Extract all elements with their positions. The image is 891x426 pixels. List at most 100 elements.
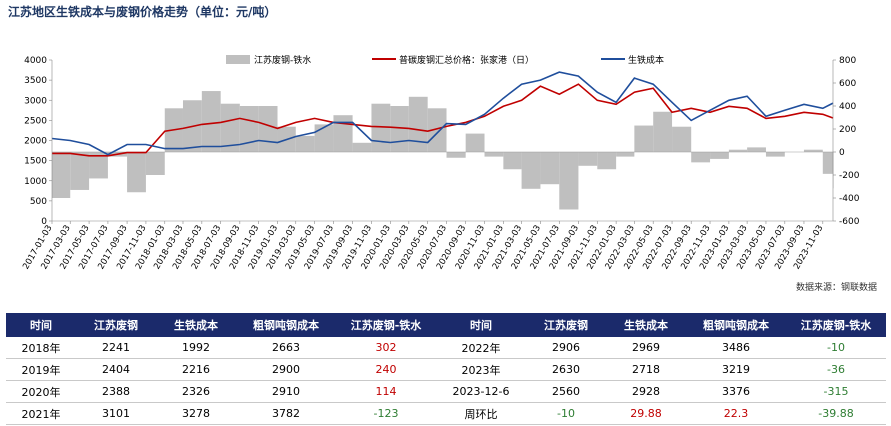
legend-swatch-spread: [226, 55, 250, 64]
table-cell: 2020年: [6, 380, 76, 403]
table-cell: -123: [336, 402, 436, 425]
table-cell: 29.88: [606, 402, 686, 425]
legend-label-spread: 江苏废钢-铁水: [254, 54, 311, 66]
table-cell: 2663: [236, 337, 336, 359]
spread-bar: [765, 152, 785, 157]
table-cell: 3376: [686, 380, 786, 403]
spread-bar: [710, 152, 729, 159]
line-series: [51, 71, 834, 157]
table-cell: 2022年: [436, 337, 526, 359]
table-cell: 3486: [686, 337, 786, 359]
spread-bar: [127, 152, 146, 193]
y-right-tick-label: 600: [839, 79, 856, 89]
y-right-tick-label: -200: [839, 171, 860, 181]
spread-bar: [465, 133, 485, 152]
table-header-cell: 江苏废钢: [526, 313, 606, 337]
spread-bar: [634, 125, 654, 152]
table-header-cell: 时间: [436, 313, 526, 337]
table-cell: 周环比: [436, 402, 526, 425]
legend-label-pig-iron: 生铁成本: [628, 54, 664, 66]
table-cell: 3782: [236, 402, 336, 425]
table-cell: -39.88: [786, 402, 886, 425]
spread-bar: [521, 152, 541, 189]
table-cell: 2900: [236, 358, 336, 381]
page-title: 江苏地区生铁成本与废钢价格走势（单位：元/吨）: [8, 5, 277, 19]
spread-bar: [314, 124, 334, 152]
spread-bar: [822, 152, 833, 174]
table-cell: 2630: [526, 358, 606, 381]
spread-bar: [333, 115, 353, 152]
table-cell: 240: [336, 358, 436, 381]
table-row: 2019年 2404 2216 2900 240 2023年 2630 2718 3219 -36: [6, 358, 886, 381]
table-cell: 2560: [526, 380, 606, 403]
spread-bar: [616, 152, 635, 157]
scrap-price-line: [52, 83, 834, 157]
table-cell: 3101: [76, 402, 156, 425]
table-cell: 2326: [156, 380, 236, 403]
y-left-tick-label: 500: [30, 197, 47, 207]
spread-bar: [747, 147, 766, 152]
table-header-cell: 江苏废钢: [76, 313, 156, 337]
table-header-cell: 江苏废钢-铁水: [786, 313, 886, 337]
legend: 江苏废钢-铁水 普碳废钢汇总价格：张家港（日） 生铁成本: [226, 54, 664, 66]
y-left-tick-label: 1000: [24, 177, 47, 187]
table-cell: 2906: [526, 337, 606, 359]
table-header-cell: 生铁成本: [156, 313, 236, 337]
y-right-tick-label: -600: [839, 217, 860, 227]
spread-bar: [70, 152, 90, 190]
y-right-tick-label: 200: [839, 125, 856, 135]
legend-label-scrap: 普碳废钢汇总价格：张家港（日）: [399, 54, 534, 66]
table-cell: 2019年: [6, 358, 76, 381]
spread-bar: [408, 96, 428, 152]
spread-bar: [578, 152, 598, 166]
spread-bar: [559, 152, 579, 210]
table-header-cell: 粗钢吨钢成本: [686, 313, 786, 337]
table-cell: 22.3: [686, 402, 786, 425]
table-header-row: 时间 江苏废钢 生铁成本 粗钢吨钢成本 江苏废钢-铁水 时间 江苏废钢 生铁成本 粗钢吨钢成本江…: [6, 313, 886, 337]
spread-bar: [728, 149, 748, 152]
table-cell: 2388: [76, 380, 156, 403]
table-header-cell: 生铁成本: [606, 313, 686, 337]
table-cell: 3219: [686, 358, 786, 381]
y-right-tick-label: 0: [839, 148, 845, 158]
y-right-tick-label: 400: [839, 102, 856, 112]
table-cell: 2023-12-6: [436, 380, 526, 403]
spread-bar: [597, 152, 617, 170]
spread-bar: [672, 126, 692, 152]
spread-bar: [239, 106, 259, 152]
table-cell: -36: [786, 358, 886, 381]
summary-table: 时间 江苏废钢 生铁成本 粗钢吨钢成本 江苏废钢-铁水 时间 江苏废钢 生铁成本 粗钢吨钢成本江…: [6, 313, 886, 425]
spread-bar: [691, 152, 711, 163]
spread-bar: [484, 152, 504, 157]
spread-bar: [803, 149, 823, 152]
table-cell: 302: [336, 337, 436, 359]
table-cell: 2404: [76, 358, 156, 381]
table-header-cell: 江苏废钢-铁水: [336, 313, 436, 337]
spread-bar: [52, 152, 71, 198]
table-cell: 2018年: [6, 337, 76, 359]
spread-bar: [220, 103, 240, 152]
table-cell: 2928: [606, 380, 686, 403]
y-left-tick-label: 2500: [24, 116, 47, 126]
table-header-cell: 时间: [6, 313, 76, 337]
table-cell: 2718: [606, 358, 686, 381]
y-left-tick-label: 4000: [24, 56, 47, 66]
price-trend-chart: 05001000150020002500300035004000-600-400…: [21, 54, 860, 271]
y-left-tick-label: 3500: [24, 76, 47, 86]
spread-bar: [89, 152, 108, 179]
table-cell: 2969: [606, 337, 686, 359]
spread-bar: [540, 152, 560, 185]
table-cell: 1992: [156, 337, 236, 359]
y-left-tick-label: 0: [41, 217, 47, 227]
y-left-tick-label: 2000: [24, 137, 47, 147]
table-cell: 2910: [236, 380, 336, 403]
table-row: 2020年 2388 2326 2910 114 2023-12-6 2560 2928 337…: [6, 380, 886, 403]
table-header-cell: 粗钢吨钢成本: [236, 313, 336, 337]
table-cell: 2216: [156, 358, 236, 381]
table-cell: 2241: [76, 337, 156, 359]
table-cell: 2021年: [6, 402, 76, 425]
table-cell: 2023年: [436, 358, 526, 381]
pig-iron-cost-line: [51, 71, 834, 156]
table-body: 2018年 2241 1992 2663 302 2022年 2906 2969 3486 -10…: [6, 337, 886, 425]
spread-bar: [371, 103, 391, 152]
